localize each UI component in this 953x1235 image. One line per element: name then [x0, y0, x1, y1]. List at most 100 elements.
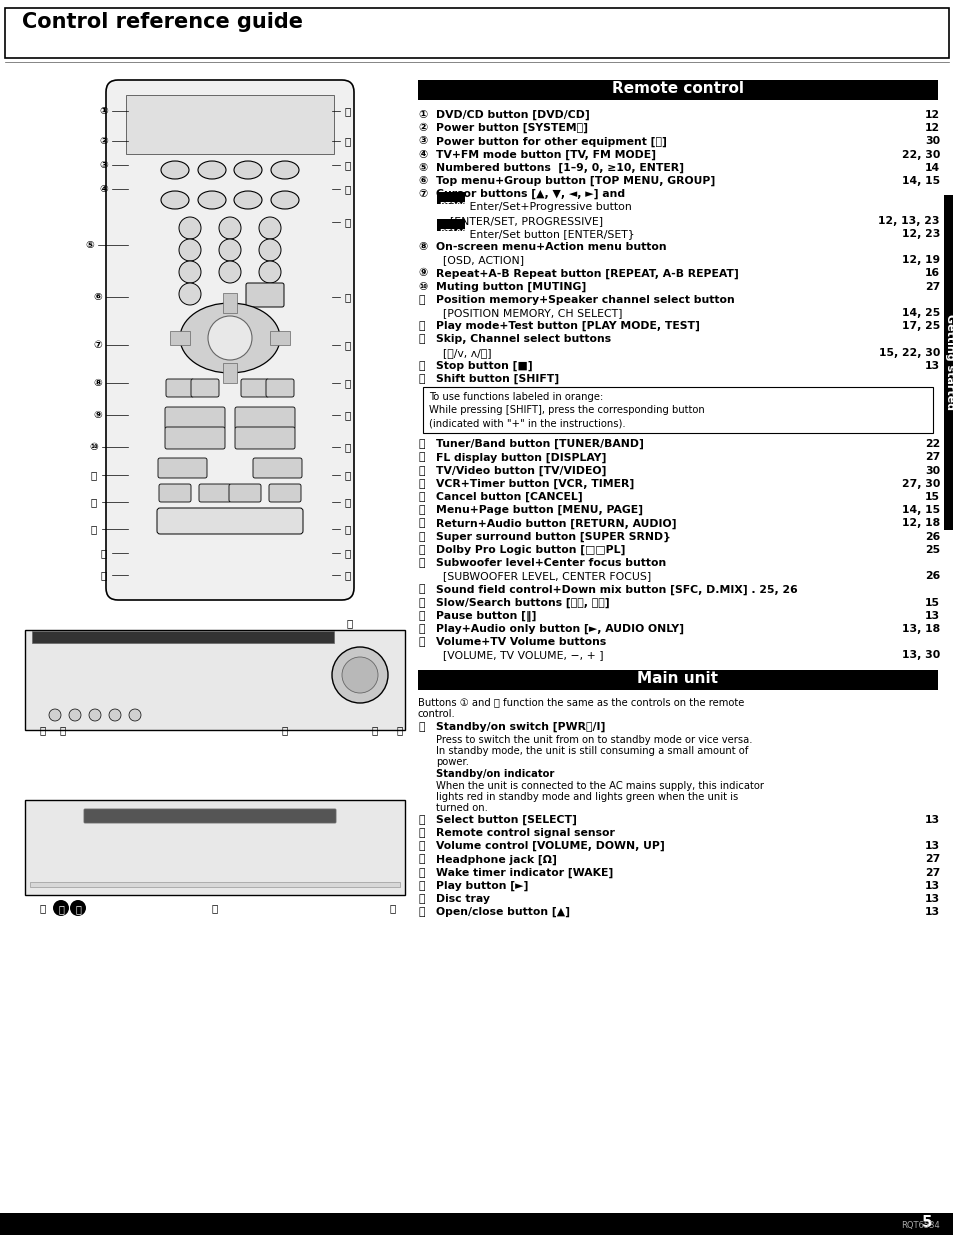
Text: ②: ②	[417, 124, 427, 133]
Text: turned on.: turned on.	[436, 803, 487, 813]
Text: 27, 30: 27, 30	[901, 479, 939, 489]
Text: ④: ④	[417, 149, 427, 159]
Ellipse shape	[271, 191, 298, 209]
Ellipse shape	[233, 191, 262, 209]
Text: ㉓: ㉓	[345, 378, 351, 388]
Text: 26: 26	[923, 572, 939, 582]
Text: ⑭: ⑭	[417, 361, 424, 370]
Text: ⑤: ⑤	[417, 163, 427, 173]
Text: To use functions labeled in orange:: To use functions labeled in orange:	[429, 393, 602, 403]
Text: ⑩: ⑩	[90, 442, 98, 452]
FancyBboxPatch shape	[191, 379, 219, 396]
Text: ㉒: ㉒	[345, 340, 351, 350]
Text: [⏮/v, ʌ/⏭]: [⏮/v, ʌ/⏭]	[436, 347, 491, 358]
FancyBboxPatch shape	[84, 809, 335, 823]
Text: 16: 16	[923, 268, 939, 278]
Text: ㉟: ㉟	[372, 725, 377, 735]
FancyBboxPatch shape	[158, 458, 207, 478]
Text: Standby/on indicator: Standby/on indicator	[436, 769, 554, 779]
Text: Power button for other equipment [⏻]: Power button for other equipment [⏻]	[436, 136, 666, 147]
Text: DVD/CD button [DVD/CD]: DVD/CD button [DVD/CD]	[436, 110, 589, 120]
FancyBboxPatch shape	[436, 219, 464, 231]
Text: Cancel button [CANCEL]: Cancel button [CANCEL]	[436, 492, 582, 503]
Text: ㉓: ㉓	[417, 531, 424, 542]
Text: ⑩: ⑩	[417, 282, 427, 291]
Text: Play+Audio only button [►, AUDIO ONLY]: Play+Audio only button [►, AUDIO ONLY]	[436, 624, 683, 635]
Text: 13: 13	[923, 815, 939, 825]
Text: ⑦: ⑦	[417, 189, 427, 199]
Circle shape	[219, 261, 241, 283]
Text: ㉑: ㉑	[345, 291, 351, 303]
Text: 13: 13	[923, 361, 939, 370]
Circle shape	[179, 283, 201, 305]
Text: ③: ③	[99, 161, 109, 170]
Text: ⑬: ⑬	[417, 335, 424, 345]
Text: Sound field control+Down mix button [SFC, D.MIX] . 25, 26: Sound field control+Down mix button [SFC…	[436, 584, 797, 595]
Text: [ENTER/SET, PROGRESSIVE]: [ENTER/SET, PROGRESSIVE]	[436, 216, 602, 226]
Text: ㉞: ㉞	[347, 618, 353, 629]
Text: ①: ①	[99, 106, 109, 116]
Text: Power button [SYSTEM⏻]: Power button [SYSTEM⏻]	[436, 124, 587, 133]
Text: Remote control: Remote control	[612, 82, 743, 96]
Text: 15, 22, 30: 15, 22, 30	[878, 347, 939, 358]
Text: Shift button [SHIFT]: Shift button [SHIFT]	[436, 374, 558, 384]
Text: ㉚: ㉚	[417, 637, 424, 647]
Circle shape	[258, 217, 281, 240]
Text: 13: 13	[923, 908, 939, 918]
FancyBboxPatch shape	[170, 331, 190, 345]
Text: Cursor buttons [▲, ▼, ◄, ►] and: Cursor buttons [▲, ▼, ◄, ►] and	[436, 189, 624, 200]
Text: 13, 30: 13, 30	[901, 651, 939, 661]
Text: 5: 5	[921, 1215, 931, 1230]
FancyBboxPatch shape	[5, 7, 948, 58]
Text: Volume control [VOLUME, DOWN, UP]: Volume control [VOLUME, DOWN, UP]	[436, 841, 664, 851]
FancyBboxPatch shape	[269, 484, 301, 501]
Text: ㉕: ㉕	[417, 558, 424, 568]
Text: ⑧: ⑧	[93, 378, 102, 388]
Circle shape	[53, 900, 69, 916]
Text: While pressing [SHIFT], press the corresponding button: While pressing [SHIFT], press the corres…	[429, 405, 704, 415]
Text: 13: 13	[923, 881, 939, 890]
Text: 12, 19: 12, 19	[901, 256, 939, 266]
Text: DT100: DT100	[438, 228, 466, 238]
Text: ㊳: ㊳	[212, 903, 218, 913]
Text: ㉟: ㉟	[417, 855, 424, 864]
Text: 22: 22	[923, 440, 939, 450]
Text: 26: 26	[923, 531, 939, 542]
Ellipse shape	[198, 191, 226, 209]
Text: ㊲: ㊲	[417, 881, 424, 890]
Circle shape	[332, 647, 388, 703]
Text: ⑲: ⑲	[345, 184, 351, 194]
Text: 12, 23: 12, 23	[901, 228, 939, 238]
Text: ①: ①	[417, 110, 427, 120]
Text: ⑤: ⑤	[86, 240, 94, 249]
Text: power.: power.	[436, 757, 469, 767]
Text: In standby mode, the unit is still consuming a small amount of: In standby mode, the unit is still consu…	[436, 746, 747, 756]
Text: ⑬: ⑬	[91, 524, 97, 534]
Text: ㊴: ㊴	[417, 908, 424, 918]
FancyBboxPatch shape	[25, 800, 405, 895]
Text: ⑧: ⑧	[417, 242, 427, 252]
Text: On-screen menu+Action menu button: On-screen menu+Action menu button	[436, 242, 666, 252]
Text: ⑫: ⑫	[417, 321, 424, 331]
Text: Main unit: Main unit	[637, 671, 718, 685]
FancyBboxPatch shape	[417, 80, 937, 100]
Text: ⑫: ⑫	[91, 496, 97, 508]
FancyBboxPatch shape	[223, 363, 236, 383]
Text: Skip, Channel select buttons: Skip, Channel select buttons	[436, 335, 611, 345]
FancyBboxPatch shape	[165, 427, 225, 450]
Circle shape	[129, 709, 141, 721]
Circle shape	[89, 709, 101, 721]
Text: 27: 27	[923, 452, 939, 462]
Text: ㉔: ㉔	[345, 410, 351, 420]
Text: 12: 12	[923, 124, 939, 133]
Ellipse shape	[180, 303, 280, 373]
Text: control.: control.	[417, 709, 456, 719]
Text: ⑮: ⑮	[101, 571, 107, 580]
Text: ⑭: ⑭	[75, 904, 81, 914]
Text: Open/close button [▲]: Open/close button [▲]	[436, 908, 569, 918]
Text: ③: ③	[417, 136, 427, 147]
Circle shape	[109, 709, 121, 721]
Text: 15: 15	[924, 598, 939, 608]
Circle shape	[219, 217, 241, 240]
Text: FL display button [DISPLAY]: FL display button [DISPLAY]	[436, 452, 606, 463]
